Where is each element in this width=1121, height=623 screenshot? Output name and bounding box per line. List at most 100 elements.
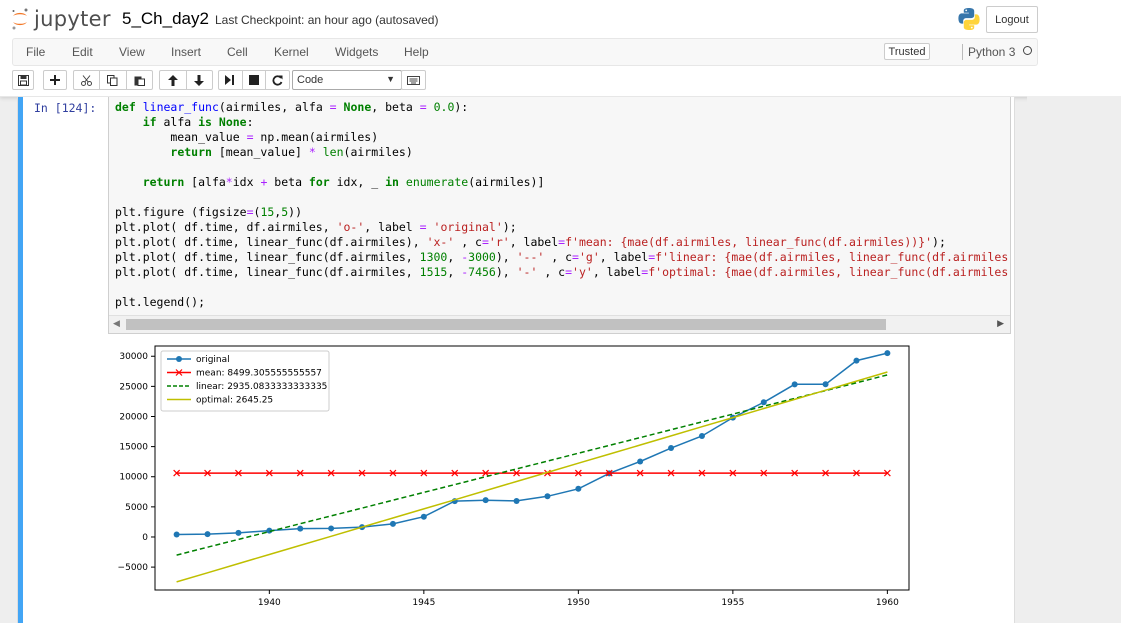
data-point [667, 469, 675, 477]
data-point [328, 525, 335, 532]
save-button[interactable] [12, 70, 34, 90]
data-point [235, 529, 242, 536]
series-line-0 [176, 352, 888, 536]
data-point [605, 469, 613, 477]
data-point [451, 469, 459, 477]
input-prompt: In [124]: [34, 101, 97, 115]
run-icon [225, 75, 235, 85]
move-down-button[interactable] [187, 71, 213, 89]
cut-button[interactable] [74, 71, 101, 89]
kernel-name: Python 3 [968, 45, 1016, 59]
legend-label: linear: 2935.0833333333335 [196, 382, 327, 392]
keyboard-icon [407, 75, 420, 85]
data-point [544, 493, 551, 500]
menu-file[interactable]: File [26, 45, 46, 59]
data-point [822, 469, 829, 477]
kernel-idle-icon [1023, 46, 1032, 55]
scroll-right-icon[interactable]: ▶ [997, 318, 1004, 328]
y-tick-label: 15000 [119, 443, 148, 453]
series-line-3 [176, 371, 888, 583]
data-point [389, 469, 397, 477]
data-point [853, 357, 860, 364]
horizontal-scrollbar[interactable]: ◀ ▶ [109, 315, 1010, 333]
x-tick-label: 1945 [412, 598, 435, 608]
data-point [729, 469, 737, 477]
jupyter-logo-icon [12, 8, 28, 30]
menubar: File Edit View Insert Cell Kernel Widget… [12, 38, 1038, 66]
jupyter-logo[interactable]: jupyter [10, 5, 111, 33]
cell-type-select[interactable]: Code ▼ [292, 70, 402, 90]
move-up-button[interactable] [160, 71, 187, 89]
data-point [482, 497, 489, 504]
data-point [266, 527, 273, 534]
data-point [575, 485, 582, 492]
menu-cell[interactable]: Cell [227, 45, 248, 59]
menu-widgets[interactable]: Widgets [335, 45, 379, 59]
restart-button[interactable] [266, 71, 289, 89]
data-point [482, 469, 490, 477]
code-line: plt.figure (figsize=(15,5)) [115, 205, 303, 219]
data-point [637, 458, 644, 465]
scroll-left-icon[interactable]: ◀ [113, 318, 120, 328]
y-tick-label: 25000 [119, 382, 148, 392]
page-margin [1027, 96, 1121, 623]
run-button[interactable] [219, 71, 243, 89]
legend-marker [175, 369, 183, 376]
code-line: plt.plot( df.time, linear_func(df.airmil… [115, 235, 946, 249]
legend-marker [176, 356, 182, 362]
code-editor[interactable]: def linear_func(airmiles, alfa = None, b… [115, 100, 1008, 310]
data-point [668, 445, 675, 452]
data-point [791, 469, 799, 477]
code-line: plt.plot( df.time, linear_func(df.airmil… [115, 250, 1009, 264]
legend-label: mean: 8499.305555555557 [196, 369, 322, 379]
menu-view[interactable]: View [119, 45, 145, 59]
checkpoint-status: Last Checkpoint: an hour ago (autosaved) [215, 13, 439, 27]
data-point [296, 469, 304, 477]
data-point [636, 469, 644, 477]
code-line: return [alfa*idx + beta for idx, _ in en… [142, 175, 545, 189]
move-down-icon [194, 74, 205, 86]
run-button-group [218, 70, 290, 90]
menu-insert[interactable]: Insert [171, 45, 202, 59]
code-line: plt.plot( df.time, df.airmiles, 'o-', la… [115, 220, 517, 234]
copy-icon [107, 74, 118, 86]
trusted-badge[interactable]: Trusted [884, 43, 930, 60]
data-point [420, 513, 427, 520]
stop-button[interactable] [243, 71, 267, 89]
data-point [513, 469, 520, 477]
copy-button[interactable] [100, 71, 127, 89]
output-line-chart: 1940 1945 1950 1955 1960 −5000 0 5000 10000 15000… [118, 345, 910, 608]
save-icon [17, 74, 29, 86]
data-point [173, 531, 180, 538]
scrollbar-thumb[interactable] [126, 319, 886, 330]
add-cell-button[interactable] [43, 70, 67, 90]
code-line: plt.legend(); [115, 295, 206, 309]
command-palette-button[interactable] [401, 70, 426, 90]
data-point [327, 469, 335, 477]
menu-kernel[interactable]: Kernel [274, 45, 309, 59]
x-tick-label: 1955 [721, 598, 744, 608]
data-point [884, 350, 891, 357]
add-cell-icon [50, 75, 60, 85]
data-point [265, 469, 273, 477]
code-cell-input[interactable]: def linear_func(airmiles, alfa = None, b… [108, 97, 1011, 334]
menu-help[interactable]: Help [404, 45, 429, 59]
chevron-down-icon: ▼ [386, 74, 395, 84]
edit-button-group [73, 70, 153, 90]
data-point [698, 469, 706, 477]
code-line: plt.plot( df.time, linear_func(df.airmil… [115, 265, 1009, 279]
cell-type-value: Code [297, 74, 324, 86]
paste-button[interactable] [127, 71, 152, 89]
python-logo-icon [958, 8, 980, 30]
data-point [698, 432, 705, 439]
data-point [883, 469, 891, 477]
data-point [791, 381, 798, 388]
notebook-name[interactable]: 5_Ch_day2 [122, 9, 209, 28]
menu-edit[interactable]: Edit [72, 45, 93, 59]
y-tick-label: 30000 [119, 352, 148, 362]
logout-button[interactable]: Logout [986, 6, 1038, 33]
data-point [204, 531, 211, 538]
legend-label: optimal: 2645.25 [196, 396, 273, 406]
chart-legend [160, 350, 330, 412]
x-tick-label: 1950 [567, 598, 590, 608]
